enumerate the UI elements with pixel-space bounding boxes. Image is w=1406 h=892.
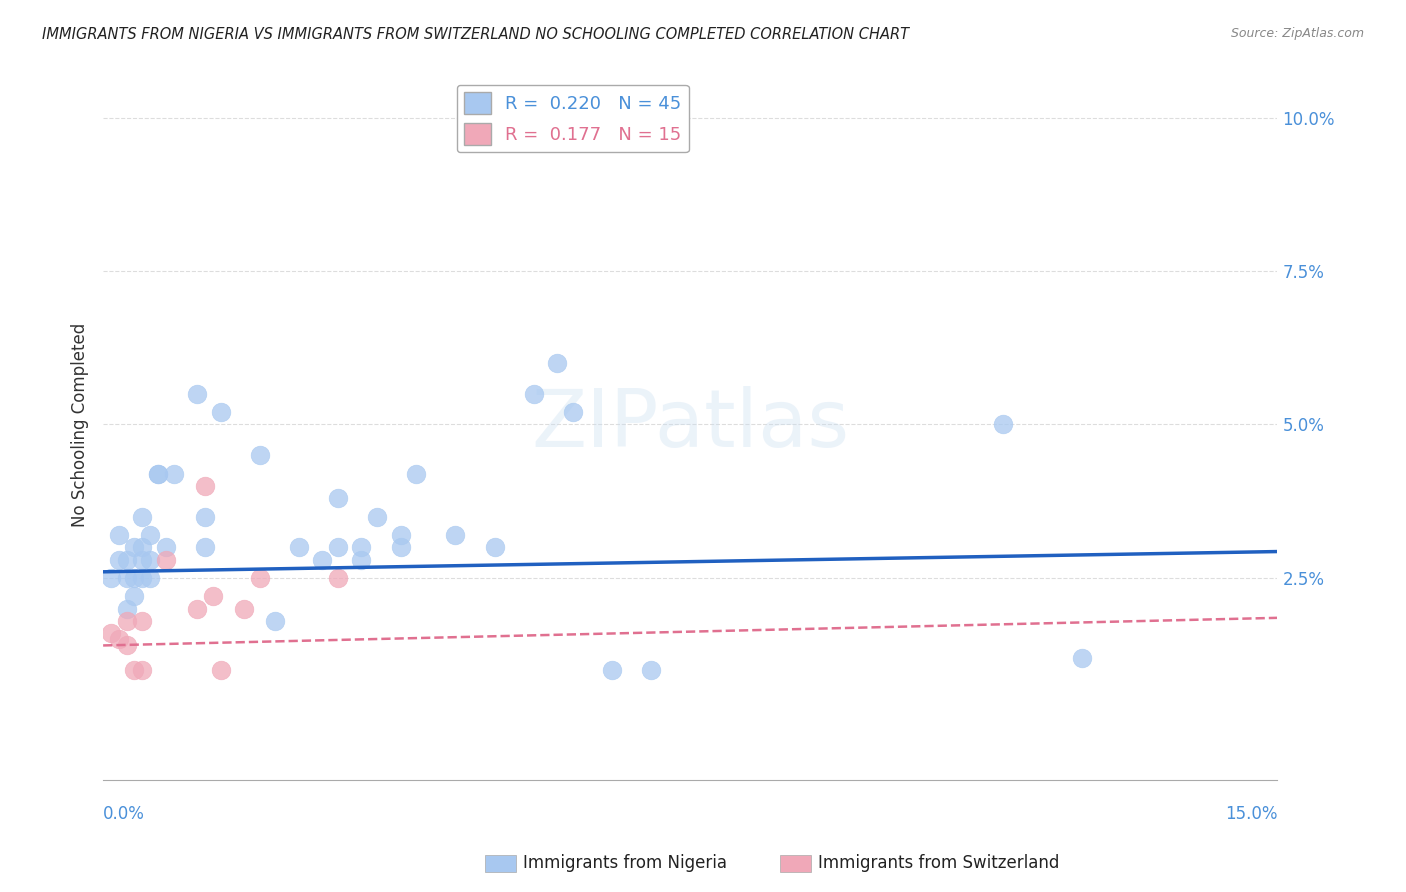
Point	[993, 417, 1015, 432]
Y-axis label: No Schooling Completed: No Schooling Completed	[72, 322, 89, 526]
Point	[194, 479, 217, 493]
Point	[115, 552, 138, 566]
Point	[201, 590, 224, 604]
Text: Source: ZipAtlas.com: Source: ZipAtlas.com	[1230, 27, 1364, 40]
Point	[131, 552, 153, 566]
Point	[139, 528, 162, 542]
Point	[100, 626, 122, 640]
Point	[546, 356, 568, 370]
Point	[366, 509, 388, 524]
Point	[389, 541, 412, 555]
Legend: R =  0.220   N = 45, R =  0.177   N = 15: R = 0.220 N = 45, R = 0.177 N = 15	[457, 85, 689, 153]
Point	[264, 614, 287, 628]
Point	[131, 571, 153, 585]
Text: ZIPatlas: ZIPatlas	[531, 385, 849, 464]
Point	[139, 552, 162, 566]
Point	[311, 552, 333, 566]
Point	[194, 541, 217, 555]
Text: 0.0%: 0.0%	[103, 805, 145, 823]
Point	[155, 541, 177, 555]
Point	[146, 467, 169, 481]
Point	[162, 467, 184, 481]
Point	[186, 601, 208, 615]
Point	[131, 509, 153, 524]
Point	[100, 571, 122, 585]
Text: 15.0%: 15.0%	[1225, 805, 1278, 823]
Point	[194, 509, 217, 524]
Point	[115, 639, 138, 653]
Point	[350, 552, 373, 566]
Point	[249, 448, 271, 462]
Point	[209, 405, 232, 419]
Point	[326, 491, 349, 505]
Point	[107, 528, 129, 542]
Point	[326, 571, 349, 585]
Point	[131, 663, 153, 677]
Point	[389, 528, 412, 542]
Point	[561, 405, 583, 419]
Point	[115, 614, 138, 628]
Point	[350, 541, 373, 555]
Point	[146, 467, 169, 481]
Point	[288, 541, 311, 555]
Point	[131, 614, 153, 628]
Point	[124, 571, 146, 585]
Text: Immigrants from Nigeria: Immigrants from Nigeria	[523, 855, 727, 872]
Point	[124, 541, 146, 555]
Point	[115, 571, 138, 585]
Point	[124, 590, 146, 604]
Point	[249, 571, 271, 585]
Point	[405, 467, 427, 481]
Point	[1070, 650, 1092, 665]
Point	[124, 663, 146, 677]
Point	[139, 571, 162, 585]
Point	[107, 632, 129, 647]
Point	[107, 552, 129, 566]
Point	[155, 552, 177, 566]
Point	[600, 663, 623, 677]
Text: IMMIGRANTS FROM NIGERIA VS IMMIGRANTS FROM SWITZERLAND NO SCHOOLING COMPLETED CO: IMMIGRANTS FROM NIGERIA VS IMMIGRANTS FR…	[42, 27, 910, 42]
Point	[209, 663, 232, 677]
Point	[640, 663, 662, 677]
Point	[233, 601, 256, 615]
Point	[444, 528, 467, 542]
Point	[326, 541, 349, 555]
Point	[131, 541, 153, 555]
Point	[484, 541, 506, 555]
Point	[186, 386, 208, 401]
Text: Immigrants from Switzerland: Immigrants from Switzerland	[818, 855, 1060, 872]
Point	[523, 386, 546, 401]
Point	[115, 601, 138, 615]
